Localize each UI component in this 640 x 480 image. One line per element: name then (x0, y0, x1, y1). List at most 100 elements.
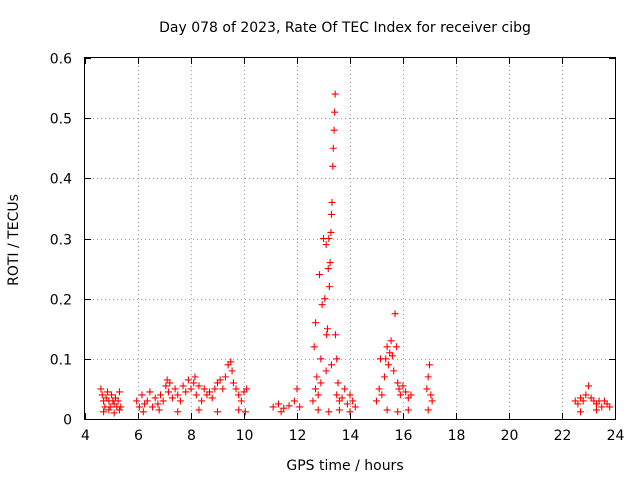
y-tick-labels: 0 0.1 0.2 0.3 0.4 0.5 0.6 (50, 52, 72, 429)
data-point (383, 406, 391, 414)
x-tick-label: 24 (607, 428, 625, 444)
data-point (426, 361, 433, 369)
data-point (114, 397, 122, 405)
data-point (395, 385, 403, 393)
data-point (388, 352, 396, 360)
data-point (211, 385, 219, 393)
data-point (606, 403, 614, 411)
data-point (312, 319, 320, 327)
data-point (391, 310, 399, 318)
data-point (110, 409, 118, 417)
data-point (394, 379, 402, 387)
data-point (198, 397, 206, 405)
data-point (407, 391, 415, 399)
data-point (351, 403, 359, 411)
data-point (383, 343, 391, 351)
data-point (324, 265, 332, 273)
data-point (176, 397, 184, 405)
data-point (582, 391, 590, 399)
data-point (592, 406, 600, 414)
data-point (373, 397, 380, 405)
data-point (325, 283, 333, 291)
data-point (343, 400, 351, 408)
data-point (191, 373, 199, 381)
x-tick-labels: 4 6 8 10 12 14 16 18 20 22 24 (81, 428, 624, 444)
data-point (200, 385, 208, 393)
data-point (219, 385, 227, 393)
data-point (424, 406, 432, 414)
data-point (235, 391, 243, 399)
data-point (184, 376, 192, 384)
data-point (318, 301, 326, 309)
data-point (171, 385, 179, 393)
data-point (174, 408, 182, 416)
data-point (329, 162, 337, 170)
data-point (106, 403, 114, 411)
data-point (317, 355, 325, 363)
data-point (574, 400, 582, 408)
data-point (428, 397, 436, 405)
data-point (149, 403, 157, 411)
data-point (392, 343, 400, 351)
data-point (216, 376, 224, 384)
data-point (380, 373, 388, 381)
x-axis-label: GPS time / hours (286, 458, 403, 474)
data-point (108, 391, 115, 399)
plot-frame (84, 57, 616, 420)
data-point (427, 391, 435, 399)
data-point (331, 90, 339, 98)
data-point (227, 358, 235, 366)
data-point (399, 382, 407, 390)
data-point (115, 406, 123, 414)
data-point (146, 388, 154, 396)
data-point (387, 337, 395, 345)
data-point (241, 408, 249, 416)
x-tick-label: 8 (187, 428, 196, 444)
data-point (285, 402, 293, 410)
data-point (174, 391, 182, 399)
data-point (269, 403, 277, 411)
data-point (585, 382, 592, 390)
data-point (334, 379, 342, 387)
data-point (321, 295, 329, 303)
x-tick-label: 10 (236, 428, 254, 444)
data-point (323, 325, 331, 333)
data-point (394, 408, 402, 416)
data-point (168, 394, 176, 402)
data-point (155, 406, 163, 414)
data-point (577, 408, 585, 416)
data-point (192, 391, 200, 399)
data-point (312, 385, 320, 393)
data-point (390, 367, 398, 375)
data-point (335, 406, 343, 414)
data-point (316, 271, 324, 279)
data-point (154, 400, 162, 408)
data-point (404, 406, 412, 414)
data-point (98, 391, 106, 399)
x-tick-label: 12 (289, 428, 307, 444)
x-tick-label: 6 (134, 428, 143, 444)
y-tick-label: 0.3 (50, 233, 72, 249)
data-point (290, 397, 298, 405)
x-tick-label: 14 (342, 428, 360, 444)
data-point (221, 373, 229, 381)
data-point (333, 391, 341, 399)
data-point (143, 397, 151, 405)
data-point (274, 400, 282, 408)
data-point (310, 343, 318, 351)
x-tick-label: 16 (395, 428, 413, 444)
data-point (135, 403, 143, 411)
data-point (325, 408, 333, 416)
data-point (327, 210, 335, 218)
data-point (179, 382, 187, 390)
data-point (376, 355, 384, 363)
data-point (313, 373, 321, 381)
x-tick-label: 22 (554, 428, 572, 444)
data-point (326, 259, 334, 267)
data-point (163, 376, 171, 384)
x-tick-label: 4 (81, 428, 90, 444)
data-point (182, 388, 190, 396)
data-point (151, 394, 159, 402)
data-point (133, 397, 141, 405)
